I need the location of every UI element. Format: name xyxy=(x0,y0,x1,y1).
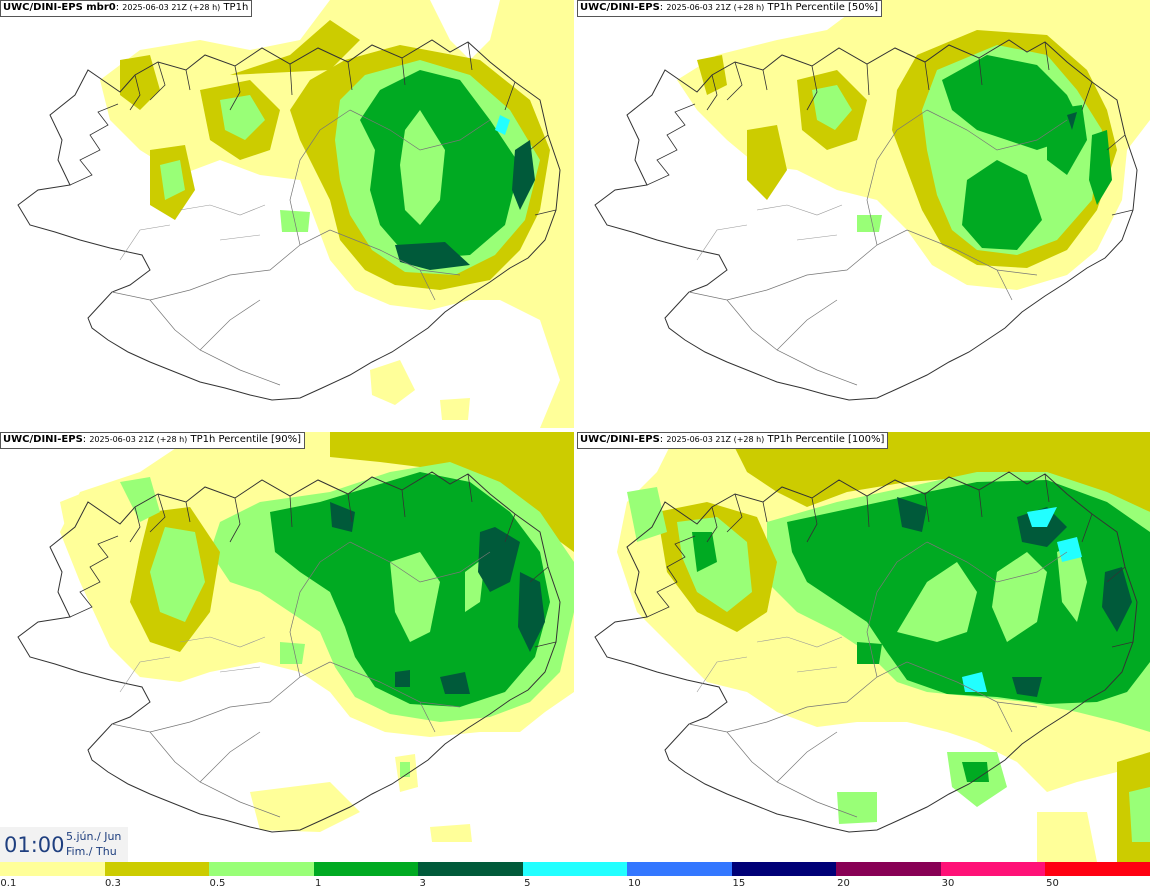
legend-tick-label: 50 xyxy=(1046,878,1059,889)
map-panel-p100: UWC/DINI-EPS: 2025-06-03 21Z (+28 h) TP1… xyxy=(577,432,1150,862)
precipitation-map xyxy=(17,0,574,428)
field-name: TP1h xyxy=(223,2,249,13)
legend-swatch xyxy=(313,862,420,876)
model-name: UWC/DINI-EPS xyxy=(3,434,83,445)
map-panel-p90: UWC/DINI-EPS: 2025-06-03 21Z (+28 h) TP1… xyxy=(0,432,574,862)
legend-swatch xyxy=(1045,862,1150,876)
legend-tick-label: 3 xyxy=(419,878,426,889)
panel-divider-horizontal xyxy=(0,428,1150,432)
legend-swatch xyxy=(104,862,211,876)
valid-hour: 01:00 xyxy=(4,833,65,857)
legend-tick-label: 5 xyxy=(524,878,531,889)
legend-swatch xyxy=(731,862,838,876)
valid-time-box: 01:00 5.jún./ Jun Fim./ Thu xyxy=(0,827,128,862)
legend-tick-label: 1 xyxy=(314,878,322,889)
run-time: 2025-06-03 21Z (+28 h) xyxy=(666,3,765,12)
legend-swatch xyxy=(209,862,315,876)
field-name: TP1h Percentile [50%] xyxy=(767,2,879,13)
legend-tick-label: 0.1 xyxy=(0,878,17,889)
legend-tick-label: 15 xyxy=(732,878,746,889)
precipitation-map xyxy=(0,432,574,862)
valid-date: 5.jún./ Jun xyxy=(66,830,122,843)
legend-swatch xyxy=(418,862,524,876)
legend-tick-label: 30 xyxy=(941,878,955,889)
legend-swatch xyxy=(940,862,1047,876)
run-time: 2025-06-03 21Z (+28 h) xyxy=(666,435,765,444)
valid-weekday: Fim./ Thu xyxy=(66,845,117,858)
precipitation-map xyxy=(577,432,1150,862)
legend-tick-label: 20 xyxy=(837,878,850,889)
legend-tick-label: 0.3 xyxy=(104,878,121,889)
panel-title: UWC/DINI-EPS mbr0: 2025-06-03 21Z (+28 h… xyxy=(0,0,253,17)
panel-title: UWC/DINI-EPS: 2025-06-03 21Z (+28 h) TP1… xyxy=(577,0,883,17)
legend-color-bar xyxy=(0,862,1150,876)
map-panel-mbr0: UWC/DINI-EPS mbr0: 2025-06-03 21Z (+28 h… xyxy=(0,0,574,428)
model-name: UWC/DINI-EPS xyxy=(580,2,660,13)
run-time: 2025-06-03 21Z (+28 h) xyxy=(89,435,188,444)
legend-tick-label: 0.5 xyxy=(209,878,226,889)
legend-swatch xyxy=(836,862,942,876)
legend-tick-label: 10 xyxy=(627,878,641,889)
field-name: TP1h Percentile [90%] xyxy=(190,434,302,445)
run-time: 2025-06-03 21Z (+28 h) xyxy=(122,3,221,12)
field-name: TP1h Percentile [100%] xyxy=(767,434,885,445)
legend-swatch xyxy=(522,862,629,876)
legend-swatch xyxy=(627,862,733,876)
model-name: UWC/DINI-EPS mbr0 xyxy=(3,2,116,13)
map-panel-p50: UWC/DINI-EPS: 2025-06-03 21Z (+28 h) TP1… xyxy=(577,0,1150,428)
panel-title: UWC/DINI-EPS: 2025-06-03 21Z (+28 h) TP1… xyxy=(577,432,889,449)
color-legend: 0.1 0.3 0.5 1 3 5 10 15 20 30 50 xyxy=(0,862,1150,891)
legend-swatch xyxy=(0,862,106,876)
model-name: UWC/DINI-EPS xyxy=(580,434,660,445)
panel-title: UWC/DINI-EPS: 2025-06-03 21Z (+28 h) TP1… xyxy=(0,432,306,449)
precipitation-map xyxy=(594,0,1150,401)
